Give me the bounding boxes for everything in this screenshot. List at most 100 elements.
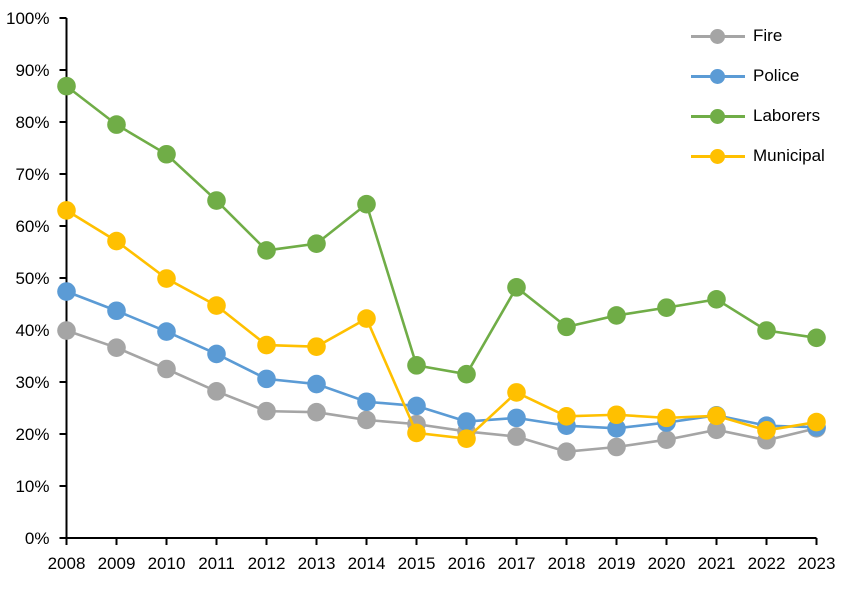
- x-axis-label: 2012: [248, 554, 286, 573]
- x-axis-label: 2017: [498, 554, 536, 573]
- data-point-fire-2010: [157, 359, 176, 379]
- x-axis-label: 2014: [348, 554, 386, 573]
- x-axis-label: 2018: [548, 554, 586, 573]
- data-point-laborers-2016: [457, 364, 476, 384]
- data-point-fire-2011: [207, 382, 226, 401]
- data-point-laborers-2018: [557, 317, 576, 337]
- y-axis-label: 20%: [15, 425, 49, 444]
- legend-item-fire: Fire: [691, 16, 825, 56]
- data-point-laborers-2021: [707, 290, 726, 309]
- data-point-laborers-2015: [407, 356, 426, 375]
- data-point-police-2011: [207, 344, 226, 364]
- legend-dot-swatch: [710, 108, 725, 124]
- legend-label-municipal: Municipal: [753, 146, 825, 165]
- data-point-laborers-2023: [807, 328, 826, 348]
- series-line-municipal: [65, 209, 817, 441]
- data-point-police-2016: [457, 412, 476, 431]
- fire-series-marker-icon: [691, 28, 745, 44]
- chart-legend: Fire Police Laborers Municipal: [691, 16, 825, 176]
- data-point-municipal-2010: [157, 269, 176, 288]
- data-point-municipal-2022: [757, 421, 776, 440]
- x-axis-label: 2021: [698, 554, 736, 573]
- series-line-police: [66, 290, 817, 430]
- data-point-police-2010: [157, 322, 176, 341]
- x-axis-label: 2013: [298, 554, 336, 573]
- series-line-laborers: [65, 85, 817, 376]
- data-point-laborers-2020: [657, 298, 676, 317]
- legend-label-laborers: Laborers: [753, 106, 821, 125]
- data-point-police-2017: [507, 408, 526, 428]
- data-point-laborers-2017: [507, 278, 526, 297]
- data-point-police-2013: [307, 374, 326, 394]
- data-point-municipal-2011: [207, 296, 226, 315]
- data-point-fire-2014: [357, 410, 376, 430]
- data-point-municipal-2014: [357, 309, 376, 328]
- data-point-municipal-2008: [57, 201, 76, 220]
- y-axis-label: 70%: [15, 165, 49, 184]
- y-axis-label: 60%: [15, 217, 49, 236]
- data-point-municipal-2012: [257, 335, 276, 355]
- data-point-laborers-2011: [207, 191, 226, 210]
- data-point-fire-2019: [607, 437, 626, 457]
- x-axis-label: 2011: [198, 554, 235, 573]
- police-series-marker-icon: [691, 68, 745, 84]
- y-axis-label: 0%: [25, 529, 50, 548]
- data-point-municipal-2015: [407, 423, 426, 443]
- legend-label-fire: Fire: [753, 26, 783, 45]
- x-axis-label: 2019: [598, 554, 636, 573]
- data-point-municipal-2013: [307, 337, 326, 356]
- series-line-fire: [66, 329, 817, 453]
- data-point-municipal-2023: [807, 412, 826, 432]
- data-point-laborers-2009: [107, 115, 126, 134]
- data-point-fire-2012: [257, 401, 276, 421]
- data-point-fire-2021: [707, 420, 726, 440]
- data-point-police-2015: [407, 396, 426, 416]
- legend-item-laborers: Laborers: [691, 96, 825, 136]
- data-point-fire-2009: [107, 338, 126, 357]
- y-axis-label: 30%: [15, 373, 49, 392]
- data-point-police-2014: [357, 392, 376, 412]
- x-axis-label: 2022: [748, 554, 786, 573]
- y-axis-label: 90%: [15, 61, 49, 80]
- data-point-laborers-2014: [357, 194, 376, 214]
- data-point-municipal-2019: [607, 405, 626, 425]
- data-point-laborers-2013: [307, 234, 326, 253]
- data-point-laborers-2012: [257, 241, 276, 260]
- data-point-fire-2008: [57, 321, 76, 340]
- legend-item-police: Police: [691, 56, 825, 96]
- data-point-fire-2013: [307, 402, 326, 422]
- y-axis-label: 50%: [15, 269, 49, 288]
- x-axis-label: 2023: [798, 554, 836, 573]
- data-point-municipal-2009: [107, 231, 126, 251]
- laborers-series-marker-icon: [691, 108, 745, 124]
- data-point-fire-2017: [507, 427, 526, 446]
- data-point-municipal-2021: [707, 406, 726, 426]
- x-axis-label: 2020: [648, 554, 686, 573]
- data-point-police-2019: [607, 418, 626, 438]
- data-point-laborers-2008: [57, 76, 76, 96]
- data-point-municipal-2020: [657, 408, 676, 428]
- data-point-police-2008: [57, 282, 76, 301]
- data-point-police-2009: [107, 301, 126, 321]
- legend-item-municipal: Municipal: [691, 136, 825, 176]
- data-point-fire-2018: [557, 442, 576, 461]
- x-axis-label: 2016: [448, 554, 486, 573]
- y-axis-label: 10%: [15, 477, 49, 496]
- y-axis-label: 40%: [15, 321, 49, 340]
- data-point-municipal-2016: [457, 429, 476, 448]
- legend-label-police: Police: [753, 66, 800, 85]
- data-point-police-2012: [257, 369, 276, 389]
- legend-dot-swatch: [710, 148, 725, 164]
- x-axis-label: 2009: [98, 554, 136, 573]
- data-point-laborers-2019: [607, 306, 626, 325]
- x-axis-label: 2010: [148, 554, 186, 573]
- legend-dot-swatch: [710, 28, 725, 44]
- municipal-series-marker-icon: [691, 148, 745, 164]
- x-axis-label: 2008: [48, 554, 86, 573]
- data-point-municipal-2018: [557, 407, 576, 426]
- y-axis-label: 100%: [6, 9, 49, 28]
- data-point-municipal-2017: [507, 383, 526, 402]
- data-point-fire-2020: [657, 430, 676, 450]
